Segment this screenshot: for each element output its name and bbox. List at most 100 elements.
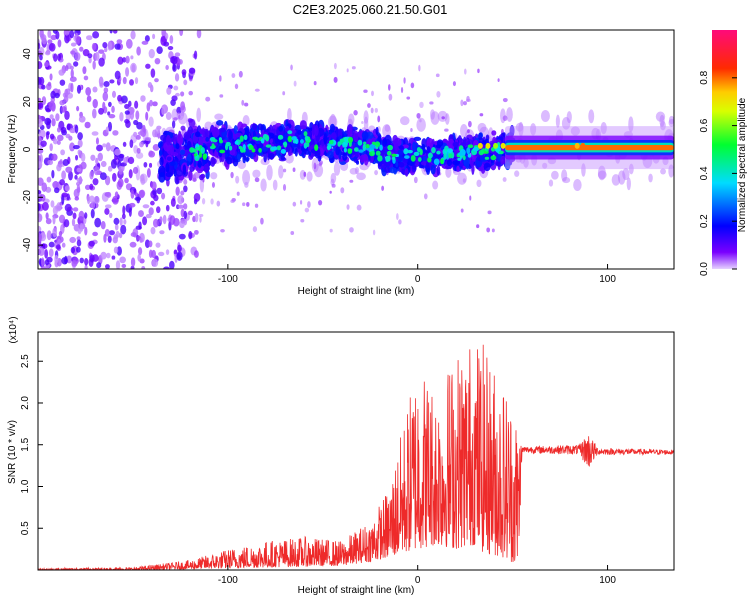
spectrogram-cell xyxy=(39,54,43,61)
spectrogram-cell xyxy=(377,155,383,162)
spectrogram-cell xyxy=(104,204,112,209)
spectrogram-cell xyxy=(40,140,47,147)
spectrogram-cell xyxy=(112,30,118,34)
spectrogram-cell xyxy=(668,118,674,127)
spectrogram-cell xyxy=(92,178,99,186)
spectrogram-cell xyxy=(52,138,58,145)
spectrogram-cell xyxy=(395,160,399,168)
spectrogram-cell xyxy=(188,75,193,82)
spectrogram-cell xyxy=(457,152,464,156)
spectrogram-cell xyxy=(92,231,98,237)
spectrogram-cell xyxy=(73,61,79,67)
spectrogram-cell xyxy=(130,55,134,60)
spectrogram-cell xyxy=(136,147,141,154)
spectrogram-cell xyxy=(388,84,391,91)
spectrogram-cell xyxy=(497,78,500,83)
spectrogram-cell xyxy=(47,81,52,87)
spectrogram-cell xyxy=(107,235,112,243)
spectrogram-cell xyxy=(135,225,142,230)
spectrogram-cell xyxy=(282,91,286,96)
spectrogram-cell xyxy=(148,150,156,158)
spectrogram-cell xyxy=(219,94,224,98)
spectrogram-cell xyxy=(112,172,117,182)
spectrogram-cell xyxy=(188,231,193,240)
spectrogram-cell xyxy=(43,61,49,68)
spectrogram-cell xyxy=(386,150,392,156)
spectrogram-cell xyxy=(291,136,297,141)
spectrogram-cell xyxy=(268,153,275,160)
spectrogram-cell xyxy=(363,141,367,145)
spectrogram-cell xyxy=(123,219,127,225)
spectrogram-cell xyxy=(128,202,136,208)
spectrogram-cell xyxy=(113,217,120,225)
spectrogram-cell xyxy=(65,166,73,173)
spectrogram-cell xyxy=(265,144,272,148)
spectrogram-cell xyxy=(371,90,374,97)
spectrogram-cell xyxy=(198,213,204,217)
spectrogram-cell xyxy=(132,166,139,174)
spectrogram-cell xyxy=(69,236,77,244)
spectrogram-cell xyxy=(176,251,183,261)
spectrogram-cell xyxy=(432,180,439,190)
spectrogram-cell xyxy=(75,154,79,161)
spectrogram-cell xyxy=(38,202,41,212)
spectrogram-cell xyxy=(90,201,96,209)
spectrogram-cell xyxy=(382,124,391,138)
spectrogram-cell xyxy=(59,79,66,86)
spectrogram-cell xyxy=(477,68,480,74)
spectrogram-cell xyxy=(417,157,422,162)
spectrogram-cell xyxy=(381,185,385,191)
spectrogram-cell xyxy=(75,246,81,253)
spectrogram-cell xyxy=(177,204,185,209)
spectrogram-cell xyxy=(423,193,428,200)
spectrogram-cell xyxy=(133,119,139,126)
spectrogram-cell xyxy=(139,141,144,148)
spectrogram-cell xyxy=(306,142,310,148)
spectrogram-cell xyxy=(76,239,82,247)
spectrogram-cell xyxy=(49,114,54,120)
spectrogram-cell xyxy=(573,178,582,192)
spectrogram-cell xyxy=(294,148,298,157)
spectrogram-cell xyxy=(156,206,161,214)
spectrogram-cell xyxy=(597,170,607,180)
spectrogram-cell xyxy=(299,139,304,144)
spectrogram-cell xyxy=(96,262,102,269)
spectrogram-cell xyxy=(99,172,107,180)
spectrogram-cell xyxy=(44,259,50,266)
spectrogram-cell xyxy=(152,129,157,138)
spectrogram-cell xyxy=(91,42,97,51)
spectrogram-cell xyxy=(195,131,201,138)
spectrogram-cell xyxy=(197,160,203,168)
spectrogram-cell xyxy=(248,145,254,150)
spectrogram-cell xyxy=(148,240,153,248)
spectrogram-cell xyxy=(400,116,410,126)
spectrogram-cell xyxy=(328,139,334,145)
spectrogram-cell xyxy=(45,212,49,220)
spectrogram-cell xyxy=(150,226,156,235)
spectrogram-cell xyxy=(162,214,167,225)
spectrogram-ytick-label: 0 xyxy=(22,146,33,152)
spectrogram-cell xyxy=(388,93,393,101)
spectrogram-cell xyxy=(72,144,80,150)
spectrogram-cell xyxy=(180,111,185,117)
colorbar-gradient xyxy=(712,30,737,269)
snr-xtick-label: -100 xyxy=(218,575,238,586)
spectrogram-cell xyxy=(459,162,464,167)
spectrogram-cell xyxy=(89,183,94,190)
spectrogram-cell xyxy=(103,87,109,94)
spectrogram-cell xyxy=(84,184,91,191)
spectrogram-cell xyxy=(102,91,109,102)
spectrogram-cell xyxy=(113,246,119,254)
spectrogram-cell xyxy=(98,107,104,115)
spectrogram-cell xyxy=(38,97,41,102)
spectrogram-cell xyxy=(413,136,422,142)
spectrogram-cell xyxy=(219,149,226,154)
spectrogram-cell xyxy=(111,105,115,113)
spectrogram-cell xyxy=(258,147,262,153)
spectrogram-cell xyxy=(440,158,444,165)
spectrogram-cell xyxy=(236,191,240,196)
spectrogram-ytick-label: -20 xyxy=(22,190,33,205)
spectrogram-cell xyxy=(333,161,341,176)
spectrogram-cell xyxy=(660,168,666,175)
spectrogram-cell xyxy=(410,82,415,89)
